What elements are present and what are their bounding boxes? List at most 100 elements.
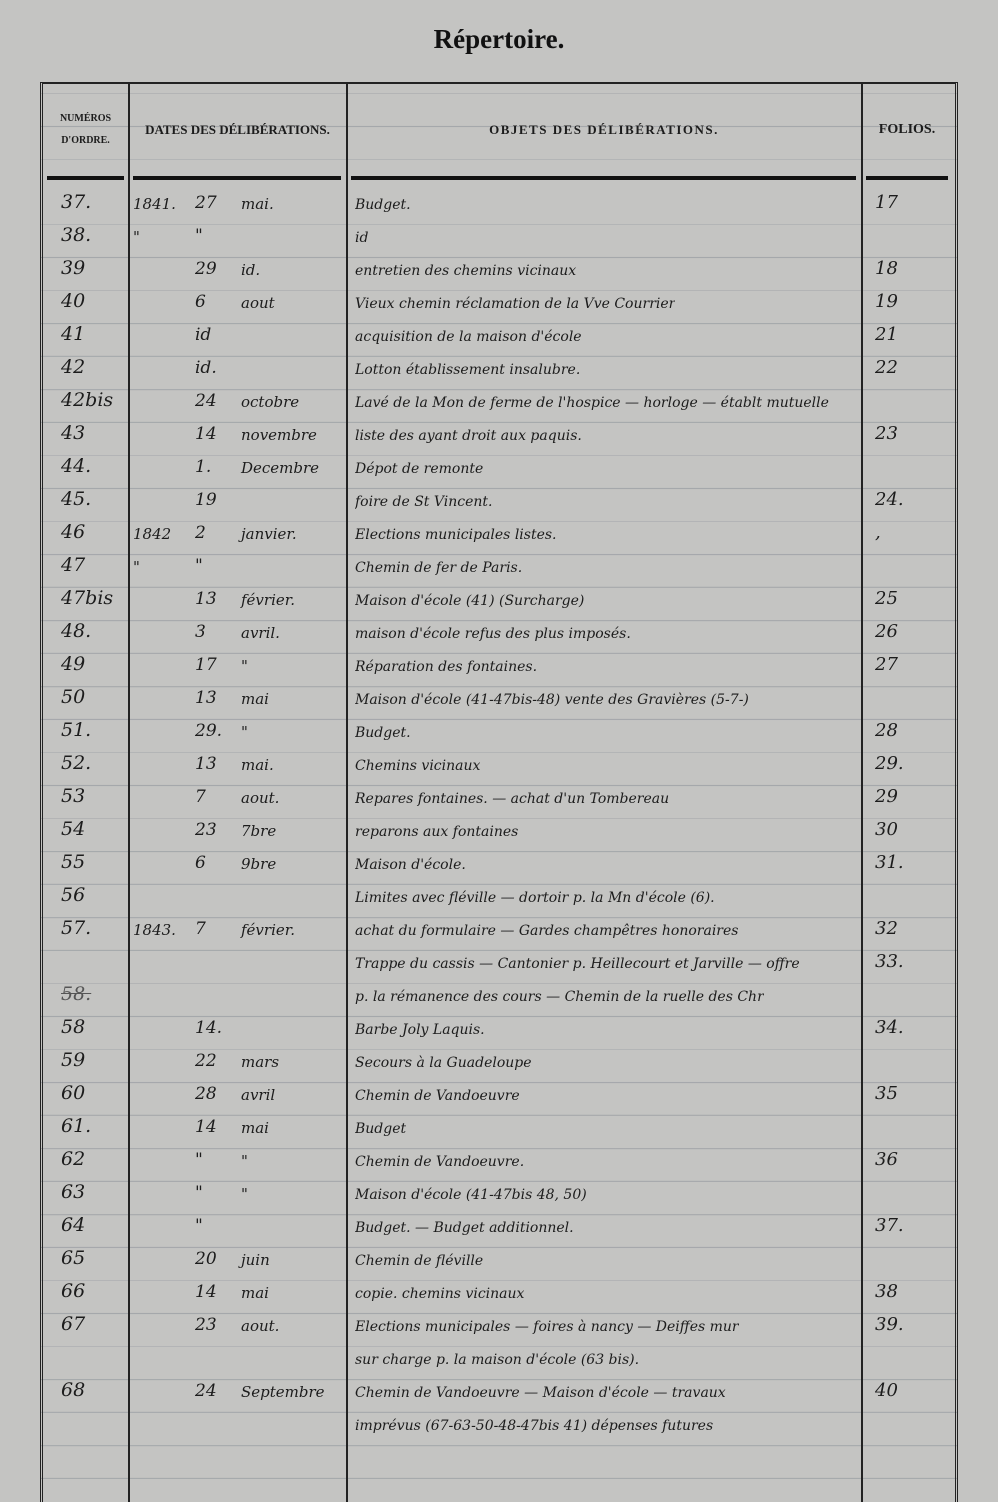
entry-folio: 24. [875,489,904,510]
entry-object: Budget [355,1121,407,1137]
entry-year: " [133,558,140,576]
table-row: 68 24 Septembre Chemin de Vandoeuvre — Mais… [43,1372,955,1405]
entry-month: mai [241,1119,269,1137]
entry-object: Budget. [355,197,411,213]
entry-object: Chemin de Vandoeuvre — Maison d'école — … [355,1385,726,1401]
entry-object: Maison d'école (41-47bis-48) vente des G… [355,692,749,708]
entry-folio: 23 [875,423,898,444]
entry-month: février. [241,921,296,939]
entry-month: juin [241,1251,270,1269]
entry-number: 63 [61,1181,86,1203]
table-row: sur charge p. la maison d'école (63 bis)… [43,1339,955,1372]
table-row: 60 28 avril Chemin de Vandoeuvre 35 [43,1075,955,1108]
entry-folio: 26 [875,621,898,642]
entry-month: 7bre [241,822,277,840]
entry-day: 20 [195,1249,217,1269]
entry-object: Réparation des fontaines. [355,659,538,675]
header-folios: FOLIOS. [878,122,936,137]
entry-day: 7 [195,787,206,807]
table-row: 59 22 mars Secours à la Guadeloupe [43,1042,955,1075]
table-row: 52. 13 mai. Chemins vicinaux 29. [43,745,955,778]
entry-object: maison d'école refus des plus imposés. [355,626,631,642]
entry-object: Budget. — Budget additionnel. [355,1220,574,1236]
table-row: 54 23 7bre reparons aux fontaines 30 [43,811,955,844]
entry-object: id [355,230,369,246]
entry-month: " [241,1185,248,1203]
entry-month: mai. [241,756,274,774]
entry-object: Vieux chemin réclamation de la Vve Courr… [355,296,676,312]
table-row: 44. 1. Decembre Dépot de remonte [43,448,955,481]
entry-day: " [195,226,203,246]
entry-folio: 25 [875,588,898,609]
entry-number: 42bis [61,389,114,411]
entry-day: 27 [195,193,217,213]
table-row: 66 14 mai copie. chemins vicinaux 38 [43,1273,955,1306]
entry-object: Maison d'école. [355,857,466,873]
entry-object: Chemin de fléville [355,1253,484,1269]
entry-month: mai [241,690,269,708]
entry-number: 40 [61,290,86,312]
table-row: Trappe du cassis — Cantonier p. Heilleco… [43,943,955,976]
table-row: 41 id acquisition de la maison d'école 21 [43,316,955,349]
entry-object: achat du formulaire — Gardes champêtres … [355,923,739,939]
table-row: 50 13 mai Maison d'école (41-47bis-48) vent… [43,679,955,712]
entry-object: copie. chemins vicinaux [355,1286,525,1302]
entry-day: 6 [195,853,206,873]
header-rule [47,176,124,180]
table-row: 45. 19 foire de St Vincent. 24. [43,481,955,514]
entry-object: Lotton établissement insalubre. [355,362,581,378]
entry-number: 65 [61,1247,86,1269]
entry-number: 43 [61,422,86,444]
entry-number: 53 [61,785,86,807]
header-rule [351,176,856,180]
entry-object: Maison d'école (41-47bis 48, 50) [355,1187,587,1203]
entry-folio: 32 [875,918,898,939]
entry-day: " [195,1150,203,1170]
entry-object: Secours à la Guadeloupe [355,1055,532,1071]
table-row: 43 14 novembre liste des ayant droit aux pa… [43,415,955,448]
entry-object: Chemin de Vandoeuvre [355,1088,520,1104]
entries: 37. 1841. 27 mai. Budget. 17 38. " " id 39 29 id. ent… [43,184,955,1438]
entry-number: 55 [61,851,86,873]
header-rule [133,176,341,180]
entry-object: Barbe Joly Laquis. [355,1022,485,1038]
entry-folio: 34. [875,1017,904,1038]
entry-number: 41 [61,323,86,345]
entry-day: " [195,556,203,576]
table-row: 47 " " Chemin de fer de Paris. [43,547,955,580]
entry-number: 56 [61,884,86,906]
entry-day: 14. [195,1018,223,1038]
entry-object: Chemins vicinaux [355,758,481,774]
entry-number: 42 [61,356,86,378]
entry-number: 61. [61,1115,92,1137]
entry-folio: 28 [875,720,898,741]
entry-day: " [195,1183,203,1203]
entry-day: 29. [195,721,223,741]
table-row: 38. " " id [43,217,955,250]
table-row: 58 14. Barbe Joly Laquis. 34. [43,1009,955,1042]
entry-object: Elections municipales — foires à nancy —… [355,1319,739,1335]
entry-day: 7 [195,919,206,939]
header-numeros: NUMÉROS D'ORDRE. [59,113,112,146]
entry-number: 59 [61,1049,86,1071]
entry-object: Dépot de remonte [355,461,484,477]
entry-month: février. [241,591,296,609]
entry-day: 29 [195,259,217,279]
entry-object: reparons aux fontaines [355,824,519,840]
entry-day: 23 [195,1315,217,1335]
entry-day: 14 [195,1117,217,1137]
entry-object: Elections municipales listes. [355,527,557,543]
table-row: imprévus (67-63-50-48-47bis 41) dépenses… [43,1405,955,1438]
table-row: 65 20 juin Chemin de fléville [43,1240,955,1273]
entry-month: avril [241,1086,276,1104]
entry-month: avril. [241,624,280,642]
table-row: 64 " Budget. — Budget additionnel. 37. [43,1207,955,1240]
table-row: 58. p. la rémanence des cours — Chemin de… [43,976,955,1009]
table-row: 61. 14 mai Budget [43,1108,955,1141]
entry-folio: 33. [875,951,904,972]
entry-day: id. [195,358,217,378]
entry-month: Septembre [241,1383,325,1401]
entry-folio: 17 [875,192,898,213]
entry-object: liste des ayant droit aux paquis. [355,428,582,444]
entry-object: Lavé de la Mon de ferme de l'hospice — h… [355,395,829,411]
